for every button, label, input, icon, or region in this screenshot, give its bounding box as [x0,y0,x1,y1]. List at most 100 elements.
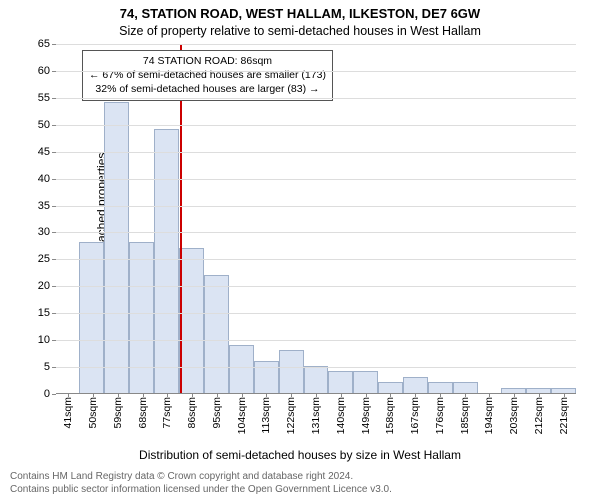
x-tick-mark [118,393,119,397]
y-tick-mark [52,206,56,207]
footer-attribution: Contains HM Land Registry data © Crown c… [10,470,392,496]
annotation-line-3: 32% of semi-detached houses are larger (… [89,82,326,96]
y-tick-mark [52,125,56,126]
x-tick-mark [514,393,515,397]
histogram-bar [378,382,403,393]
histogram-bar [304,366,329,393]
footer-line-1: Contains HM Land Registry data © Crown c… [10,470,392,483]
y-tick-label: 15 [38,307,50,319]
histogram-bar [204,275,229,393]
chart-title: 74, STATION ROAD, WEST HALLAM, ILKESTON,… [0,6,600,21]
y-tick-mark [52,98,56,99]
gridline [56,340,576,341]
histogram-bar [428,382,453,393]
gridline [56,44,576,45]
x-tick-mark [316,393,317,397]
x-tick-label: 185sqm [459,393,471,434]
x-tick-label: 212sqm [533,393,545,434]
x-tick-label: 194sqm [483,393,495,434]
y-tick-mark [52,340,56,341]
annotation-line-1: 74 STATION ROAD: 86sqm [89,54,326,68]
histogram-bar [129,242,154,393]
y-tick-mark [52,44,56,45]
y-tick-mark [52,259,56,260]
y-tick-label: 35 [38,200,50,212]
y-tick-label: 5 [44,361,50,373]
x-tick-label: 131sqm [310,393,322,434]
y-tick-label: 45 [38,146,50,158]
histogram-bar [154,129,179,393]
x-tick-label: 95sqm [211,393,223,429]
y-tick-label: 60 [38,65,50,77]
histogram-bar [353,371,378,393]
y-tick-mark [52,152,56,153]
x-tick-label: 149sqm [360,393,372,434]
gridline [56,71,576,72]
x-tick-label: 221sqm [558,393,570,434]
x-tick-mark [564,393,565,397]
x-tick-mark [291,393,292,397]
gridline [56,232,576,233]
x-tick-mark [539,393,540,397]
gridline [56,206,576,207]
gridline [56,179,576,180]
x-tick-mark [167,393,168,397]
x-tick-mark [415,393,416,397]
y-tick-label: 0 [44,388,50,400]
gridline [56,313,576,314]
histogram-bar [229,345,254,393]
x-tick-mark [68,393,69,397]
y-tick-label: 55 [38,92,50,104]
x-tick-label: 86sqm [186,393,198,429]
histogram-bar [254,361,279,393]
annotation-box: 74 STATION ROAD: 86sqm ← 67% of semi-det… [82,50,333,101]
plot-area: 74 STATION ROAD: 86sqm ← 67% of semi-det… [56,44,576,394]
x-tick-label: 77sqm [161,393,173,429]
y-tick-mark [52,394,56,395]
x-tick-label: 104sqm [236,393,248,434]
y-tick-label: 20 [38,280,50,292]
y-tick-label: 30 [38,226,50,238]
histogram-bar [179,248,204,393]
chart-subtitle: Size of property relative to semi-detach… [0,24,600,38]
property-size-histogram: 74, STATION ROAD, WEST HALLAM, ILKESTON,… [0,0,600,500]
histogram-bar [453,382,478,393]
gridline [56,98,576,99]
y-tick-mark [52,313,56,314]
histogram-bar [79,242,104,393]
x-tick-label: 68sqm [137,393,149,429]
x-tick-label: 203sqm [508,393,520,434]
y-tick-label: 10 [38,334,50,346]
gridline [56,125,576,126]
gridline [56,286,576,287]
x-tick-label: 158sqm [384,393,396,434]
x-tick-label: 140sqm [335,393,347,434]
x-tick-mark [93,393,94,397]
x-tick-label: 59sqm [112,393,124,429]
x-tick-mark [143,393,144,397]
x-tick-label: 113sqm [260,393,272,434]
histogram-bar [328,371,353,393]
x-tick-mark [192,393,193,397]
y-tick-label: 65 [38,38,50,50]
footer-line-2: Contains public sector information licen… [10,483,392,496]
x-tick-mark [440,393,441,397]
y-tick-mark [52,367,56,368]
gridline [56,259,576,260]
x-tick-mark [366,393,367,397]
y-tick-mark [52,232,56,233]
x-tick-mark [341,393,342,397]
y-tick-mark [52,179,56,180]
x-tick-label: 176sqm [434,393,446,434]
x-tick-label: 122sqm [285,393,297,434]
x-tick-label: 167sqm [409,393,421,434]
histogram-bar [279,350,304,393]
x-tick-mark [465,393,466,397]
x-tick-label: 41sqm [62,393,74,429]
x-tick-label: 50sqm [87,393,99,429]
y-tick-label: 40 [38,173,50,185]
x-tick-mark [266,393,267,397]
x-axis-label: Distribution of semi-detached houses by … [0,448,600,462]
histogram-bar [104,102,129,393]
x-tick-mark [489,393,490,397]
